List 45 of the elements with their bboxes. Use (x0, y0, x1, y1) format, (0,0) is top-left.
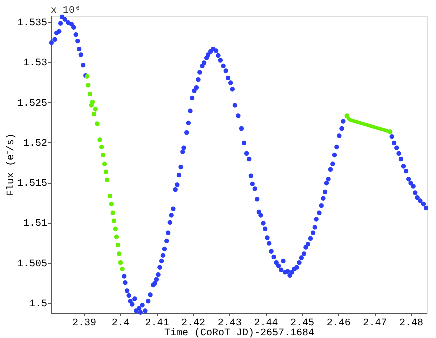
point (116, 242, 121, 248)
point (86, 83, 91, 88)
y-tick-label: 1.505 (17, 259, 48, 270)
point (88, 92, 93, 97)
y-axis-title: Flux (e⁻/s) (5, 133, 18, 197)
point (92, 112, 97, 117)
x-tick-label: 2.44 (254, 318, 278, 330)
y-tick-label: 1.51 (23, 219, 48, 230)
point (114, 234, 120, 240)
point (344, 114, 350, 118)
point (102, 162, 108, 166)
x-tick-label: 2.4 (112, 318, 130, 330)
x-tick-label: 2.41 (145, 318, 170, 330)
x-tick-label: 2.39 (72, 318, 97, 330)
y-tick-label: 1.535 (17, 18, 48, 30)
point (112, 218, 117, 224)
point (110, 210, 116, 216)
point (90, 100, 96, 105)
point (95, 122, 100, 126)
x-axis-title: Time (CoRoT JD)-2657.1684 (164, 328, 315, 338)
y-tick-label: 1.515 (17, 179, 48, 190)
point (104, 178, 110, 182)
point (116, 252, 122, 256)
point (388, 130, 393, 134)
x-tick-label: 2.43 (218, 318, 242, 330)
point (104, 170, 109, 174)
point (108, 194, 113, 199)
y-tick-label: 1.53 (23, 58, 48, 70)
point (120, 266, 125, 272)
x-tick-label: 2.48 (400, 318, 424, 330)
point (100, 152, 106, 158)
annotation: x 10⁶ (51, 6, 82, 17)
point (98, 138, 102, 142)
point (118, 260, 124, 266)
y-tick-label: 1.5 (29, 299, 48, 310)
point (93, 107, 98, 112)
x-tick-label: 2.45 (290, 318, 315, 330)
y-tick-label: 1.52 (23, 138, 48, 150)
y-tick-label: 1.525 (17, 98, 48, 110)
x-tick-label: 2.47 (363, 318, 388, 330)
point (100, 144, 104, 150)
x-tick-label: 2.42 (182, 318, 206, 330)
point (113, 226, 118, 232)
x-tick-label: 2.46 (326, 318, 351, 330)
point (109, 202, 114, 207)
